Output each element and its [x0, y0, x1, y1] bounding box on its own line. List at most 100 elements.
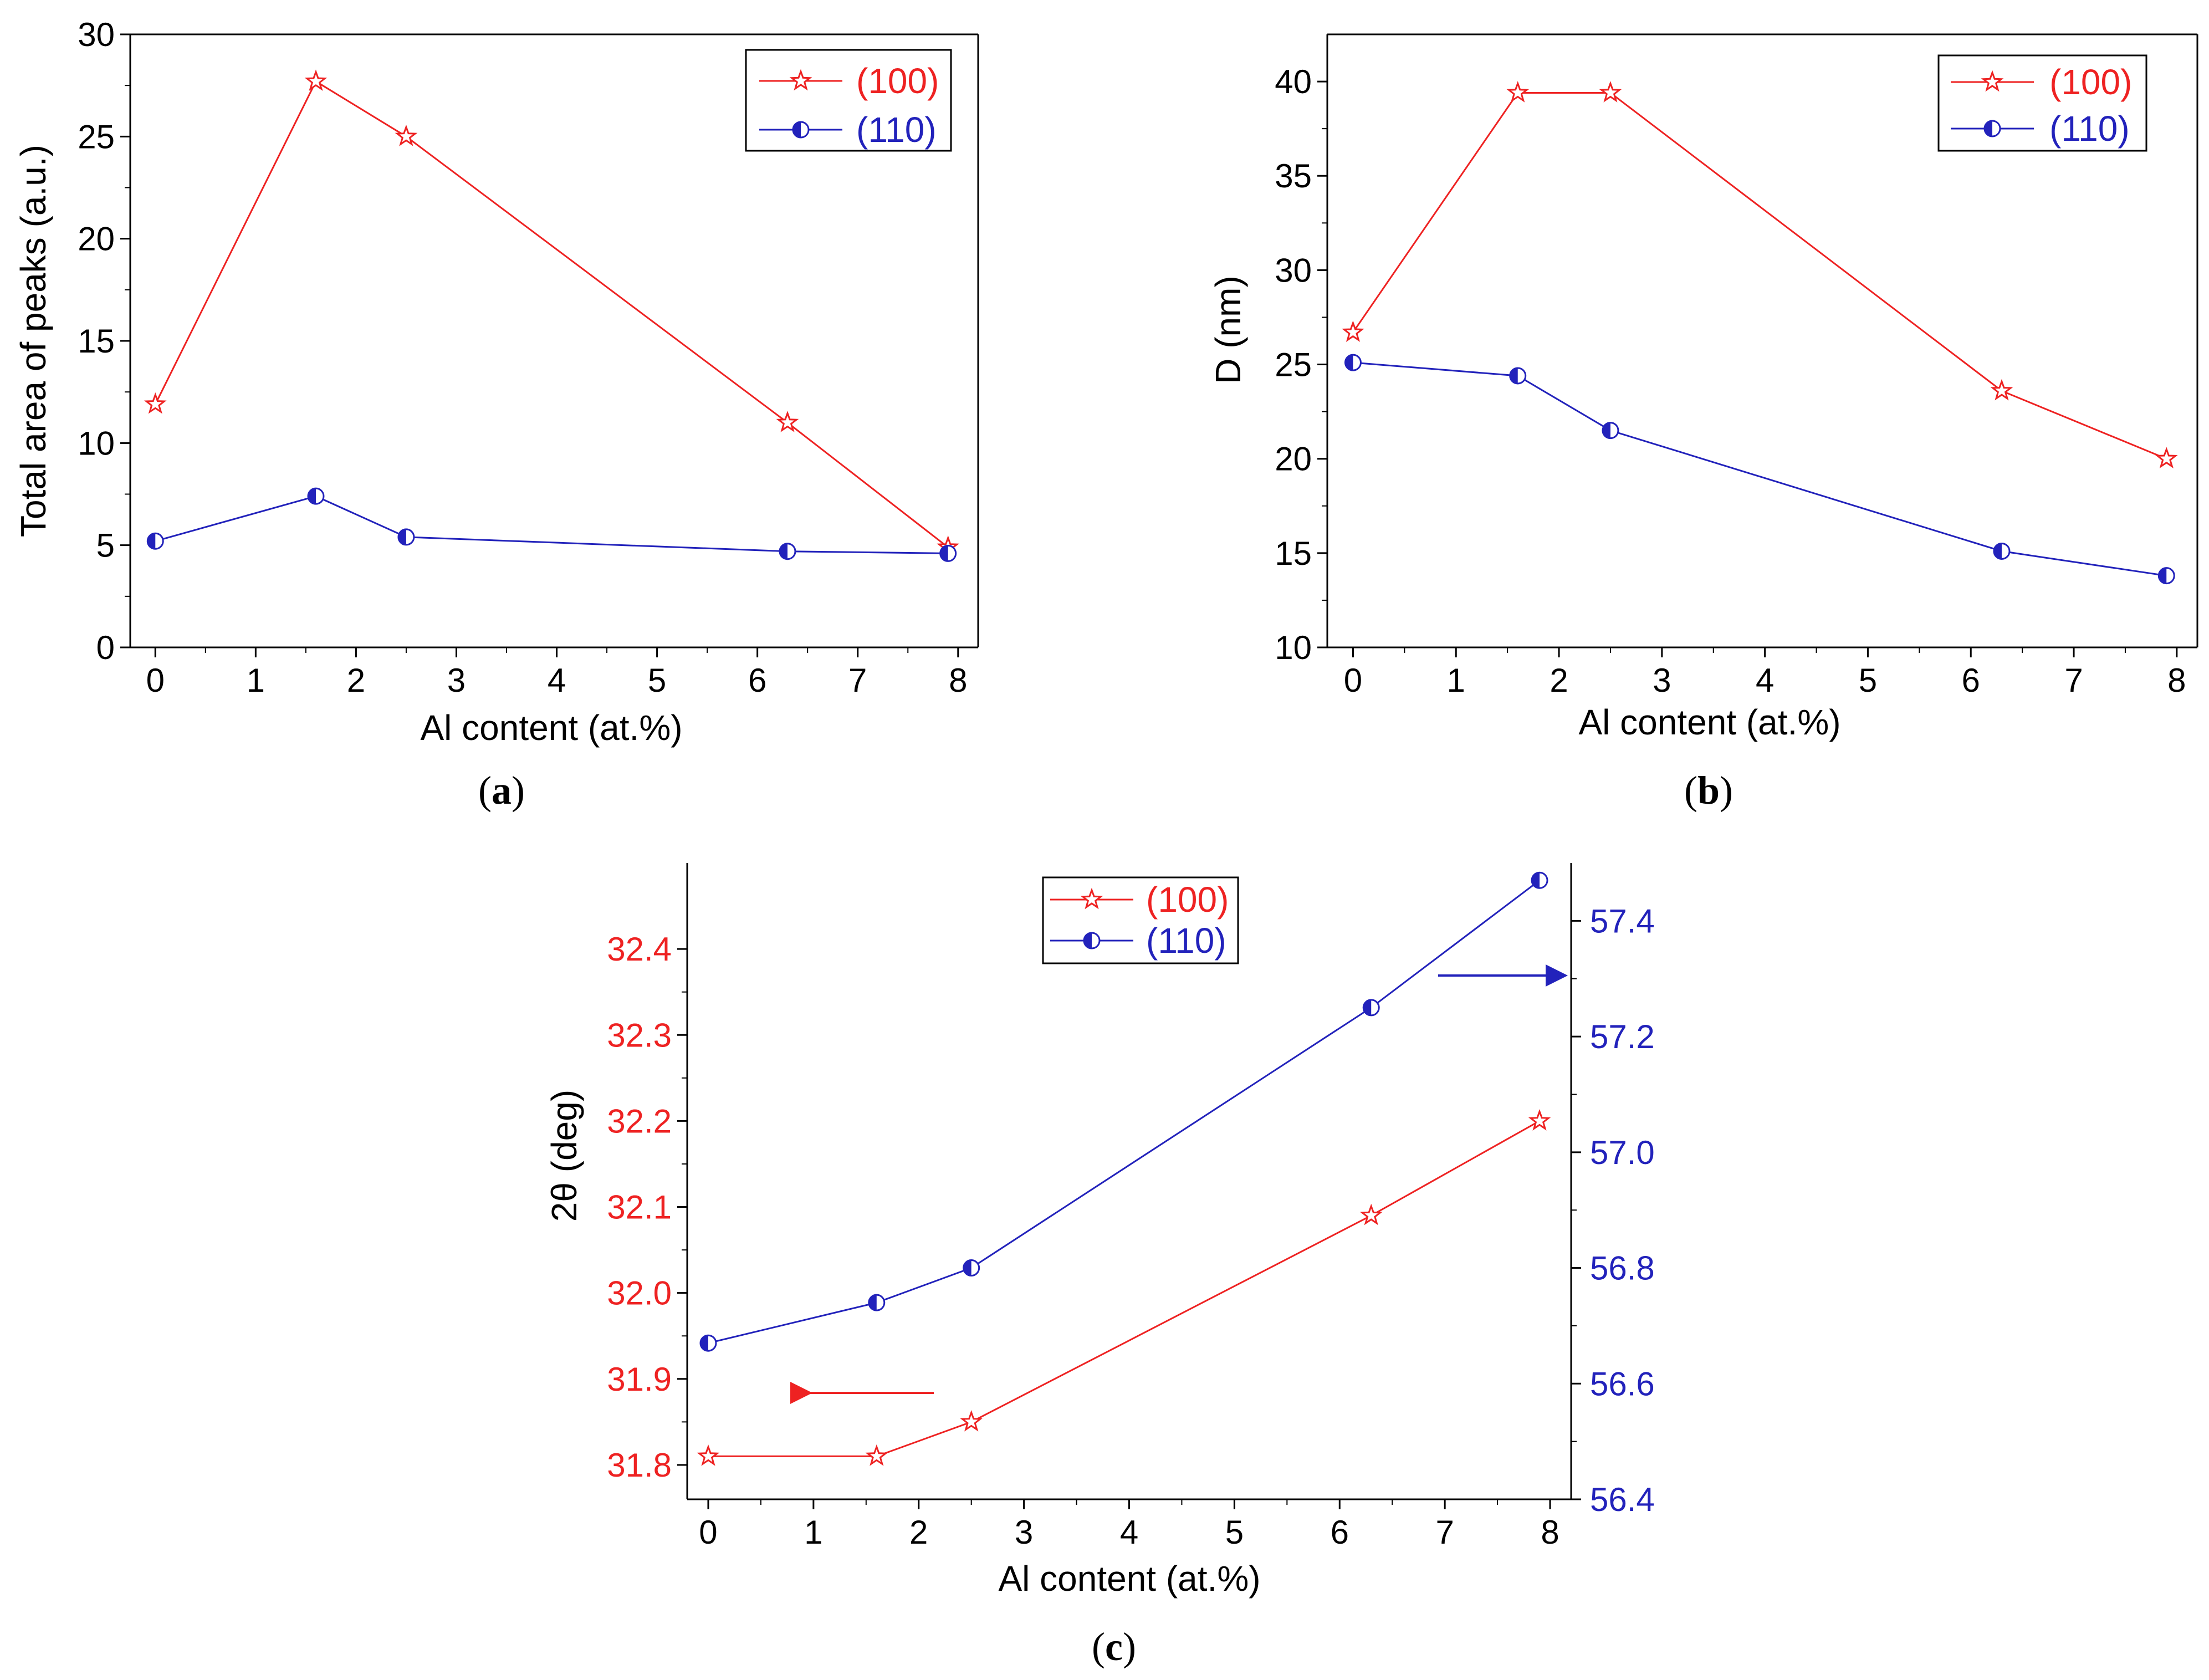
x-tick-label-a: 4: [548, 662, 566, 699]
chart-panel-c: 0 1 2 3 4 5 6 7 8 31.8 31.9 32.0 32.1 32.2 32.3 32.4 56.…: [544, 863, 1655, 1669]
x-tick-label-c: 1: [804, 1514, 822, 1551]
data-point-star: [865, 1444, 888, 1466]
y-axis-title-a: Total area of peaks (a.u.): [13, 145, 53, 537]
y-tick-label-b: 10: [1275, 629, 1312, 666]
x-tick-label-b: 1: [1447, 662, 1465, 699]
series-line-c: [708, 1120, 1540, 1457]
series-110-c: [699, 871, 1548, 1352]
data-point-half-circle: [1531, 871, 1548, 889]
y-tick-label-a: 25: [78, 118, 115, 155]
series-100-c: [697, 1109, 1551, 1466]
y-axis-title-b: D (nm): [1208, 275, 1248, 384]
panel-label-a: (a): [478, 768, 525, 813]
x-tick-label-a: 8: [949, 662, 967, 699]
legend-c: (100) (110): [1042, 876, 1239, 964]
x-tick-label-a: 0: [146, 662, 165, 699]
data-point-star: [2155, 447, 2178, 468]
x-tick-label-c: 8: [1541, 1514, 1559, 1551]
data-point-half-circle: [1993, 542, 2011, 560]
x-tick-label-c: 2: [909, 1514, 928, 1551]
axes-a: 0 1 2 3 4 5 6 7 8 0 5 10 15 20 25 30: [78, 16, 979, 699]
data-point-half-circle: [307, 487, 325, 505]
chart-panel-a: 0 1 2 3 4 5 6 7 8 0 5 10 15 20 25 30 Total area of peak…: [13, 16, 979, 813]
x-tick-label-a: 7: [848, 662, 867, 699]
axes-b: 0 1 2 3 4 5 6 7 8 10 15 20 25 30 35 40: [1275, 33, 2198, 699]
x-axis-title-a: Al content (at.%): [420, 708, 682, 748]
data-point-half-circle: [1362, 999, 1380, 1017]
x-axis-title-b: Al content (at.%): [1578, 702, 1840, 742]
data-point-star: [144, 392, 167, 414]
y-tick-label-a: 15: [78, 323, 115, 360]
legend-box-b: [1937, 54, 2147, 152]
y-tick-label-a: 0: [96, 629, 115, 666]
legend-marker-100-b: [1981, 70, 2004, 92]
legend-b: (100) (110): [1937, 54, 2147, 152]
y-right-tick-label-c: 56.8: [1590, 1250, 1655, 1287]
legend-label-110-c: (110): [1146, 921, 1226, 961]
x-tick-label-b: 2: [1550, 662, 1568, 699]
x-tick-label-b: 7: [2064, 662, 2083, 699]
y-tick-label-b: 20: [1275, 441, 1312, 478]
y-tick-label-b: 40: [1275, 63, 1312, 100]
data-point-star: [1359, 1203, 1383, 1225]
x-tick-label-b: 4: [1756, 662, 1774, 699]
x-tick-label-b: 6: [1962, 662, 1980, 699]
y-tick-label-c: 31.8: [607, 1447, 672, 1484]
x-tick-label-a: 1: [247, 662, 265, 699]
legend-marker-110-a: [792, 121, 810, 139]
legend-marker-110-c: [1083, 932, 1101, 949]
series-100-a: [144, 69, 959, 557]
legend-half-circle-marker: [792, 121, 810, 139]
data-point-half-circle: [146, 532, 164, 550]
data-point-star: [1599, 81, 1622, 103]
data-point-half-circle: [1344, 354, 1362, 371]
series-110-b: [1344, 354, 2175, 585]
x-tick-label-a: 5: [648, 662, 666, 699]
y-tick-label-a: 20: [78, 221, 115, 258]
y-right-tick-label-c: 57.2: [1590, 1018, 1655, 1055]
legend-marker-110-b: [1983, 120, 2001, 137]
y-tick-label-b: 35: [1275, 157, 1312, 195]
series-line-b: [1353, 361, 2167, 577]
y-right-tick-label-c: 57.0: [1590, 1134, 1655, 1171]
data-point-half-circle: [963, 1259, 980, 1277]
x-tick-label-c: 6: [1331, 1514, 1349, 1551]
y-axis-title-c: 2θ (deg): [544, 1090, 584, 1222]
series-110-a: [146, 487, 957, 562]
data-point-star: [776, 411, 799, 432]
legend-label-100-a: (100): [856, 61, 939, 101]
x-tick-label-b: 0: [1344, 662, 1362, 699]
x-tick-label-c: 7: [1435, 1514, 1454, 1551]
data-point-half-circle: [868, 1294, 886, 1311]
x-tick-label-a: 2: [347, 662, 365, 699]
data-point-star: [1528, 1109, 1551, 1131]
series-line-a: [155, 495, 948, 554]
data-point-half-circle: [939, 544, 957, 562]
y-tick-label-c: 32.2: [607, 1102, 672, 1140]
legend-half-circle-marker: [1983, 120, 2001, 137]
axes-c: 0 1 2 3 4 5 6 7 8 31.8 31.9 32.0 32.1 32.2 32.3 32.4 56.…: [607, 863, 1655, 1551]
x-tick-label-b: 3: [1653, 662, 1671, 699]
legend-label-100-b: (100): [2049, 62, 2132, 102]
x-tick-label-c: 4: [1120, 1514, 1138, 1551]
x-tick-label-a: 3: [447, 662, 466, 699]
data-point-star: [1342, 320, 1364, 342]
data-point-half-circle: [699, 1334, 717, 1352]
y-tick-label-a: 10: [78, 425, 115, 462]
legend-marker-100-c: [1080, 887, 1103, 910]
y-right-tick-label-c: 57.4: [1590, 902, 1655, 939]
data-point-half-circle: [397, 528, 415, 546]
y-tick-label-c: 32.0: [607, 1275, 672, 1312]
x-tick-label-a: 6: [748, 662, 766, 699]
panel-label-b: (b): [1684, 768, 1733, 813]
y-tick-label-c: 32.3: [607, 1017, 672, 1054]
legend-star-marker: [1981, 70, 2004, 92]
data-point-star: [960, 1410, 983, 1432]
y-tick-label-c: 31.9: [607, 1361, 672, 1398]
legend-label-100-c: (100): [1146, 880, 1229, 920]
data-point-star: [304, 69, 328, 91]
legend-half-circle-marker: [1083, 932, 1101, 949]
legend-box-c: [1042, 876, 1239, 964]
y-right-tick-label-c: 56.4: [1590, 1481, 1655, 1518]
